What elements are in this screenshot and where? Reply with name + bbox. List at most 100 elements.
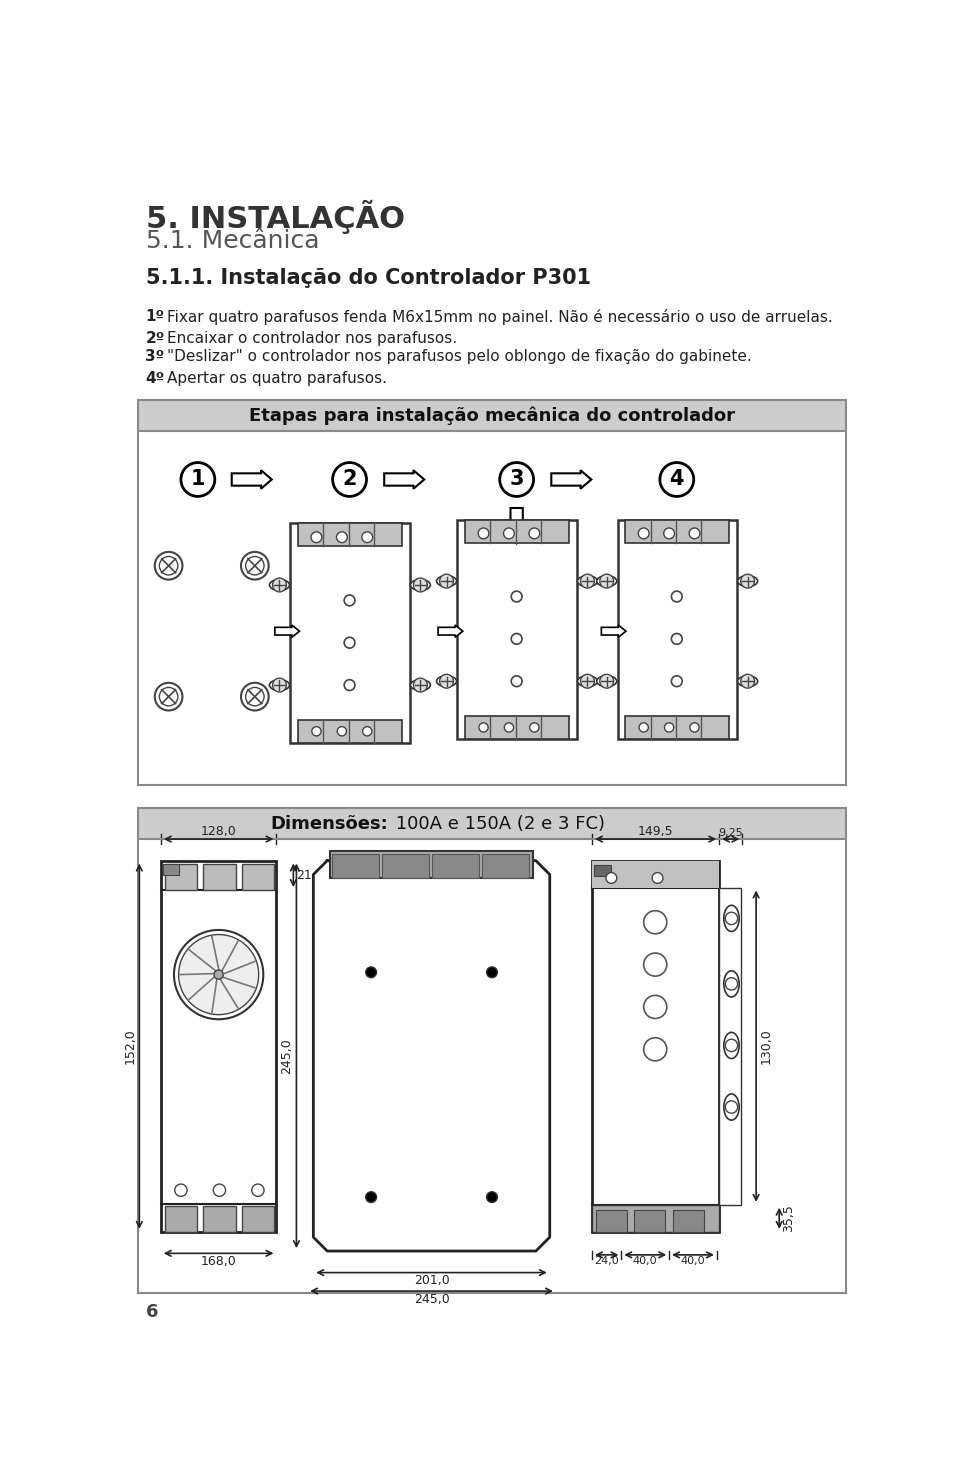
Text: 1º: 1º: [146, 310, 164, 324]
Ellipse shape: [578, 576, 597, 587]
Text: 245,0: 245,0: [414, 1293, 449, 1306]
Bar: [138, 808, 846, 839]
Bar: [592, 1204, 719, 1232]
Circle shape: [644, 995, 667, 1019]
Circle shape: [363, 727, 372, 736]
Circle shape: [512, 677, 522, 687]
Circle shape: [512, 591, 522, 601]
Bar: [165, 864, 197, 890]
Text: 40,0: 40,0: [681, 1256, 706, 1266]
Circle shape: [741, 674, 755, 688]
Circle shape: [690, 722, 699, 733]
Circle shape: [671, 591, 683, 601]
Ellipse shape: [437, 677, 457, 687]
Circle shape: [246, 557, 264, 575]
Circle shape: [344, 637, 355, 649]
Circle shape: [337, 727, 347, 736]
Circle shape: [414, 678, 427, 691]
Text: 4º: 4º: [146, 371, 165, 386]
Text: 152,0: 152,0: [123, 1029, 136, 1064]
Circle shape: [638, 528, 649, 539]
FancyArrow shape: [384, 470, 424, 489]
Text: 5.1. Mecânica: 5.1. Mecânica: [146, 230, 319, 254]
Bar: [592, 861, 719, 887]
Text: 4: 4: [669, 470, 684, 489]
Bar: [332, 855, 379, 877]
Bar: [673, 1210, 704, 1232]
Circle shape: [741, 575, 755, 588]
Ellipse shape: [270, 680, 290, 690]
Polygon shape: [313, 861, 550, 1251]
Circle shape: [671, 634, 683, 644]
Circle shape: [581, 575, 594, 588]
Text: 168,0: 168,0: [201, 1254, 236, 1268]
Bar: [242, 1206, 275, 1232]
Bar: [596, 1210, 627, 1232]
Circle shape: [246, 687, 264, 706]
Bar: [457, 519, 577, 738]
FancyArrow shape: [601, 625, 626, 637]
Ellipse shape: [737, 576, 757, 587]
Circle shape: [273, 678, 286, 691]
Text: 3º: 3º: [146, 349, 165, 364]
Text: 9,25: 9,25: [718, 827, 743, 837]
FancyArrow shape: [231, 470, 272, 489]
Circle shape: [440, 575, 453, 588]
Text: 149,5: 149,5: [637, 824, 673, 837]
Circle shape: [529, 528, 540, 539]
Bar: [242, 864, 275, 890]
Circle shape: [159, 557, 178, 575]
Ellipse shape: [578, 677, 597, 687]
Circle shape: [726, 912, 737, 924]
Circle shape: [726, 977, 737, 991]
Circle shape: [332, 463, 367, 497]
Ellipse shape: [597, 677, 616, 687]
Text: 40,0: 40,0: [633, 1256, 658, 1266]
Text: 6: 6: [146, 1303, 158, 1321]
Circle shape: [581, 674, 594, 688]
Text: 245,0: 245,0: [280, 1038, 294, 1073]
Circle shape: [336, 532, 348, 542]
Bar: [163, 864, 179, 874]
Bar: [298, 523, 402, 547]
Bar: [330, 852, 533, 877]
Circle shape: [362, 532, 372, 542]
Circle shape: [175, 1184, 187, 1197]
Text: 130,0: 130,0: [759, 1029, 772, 1064]
Circle shape: [512, 634, 522, 644]
Text: 2º: 2º: [146, 330, 165, 346]
Bar: [635, 1210, 665, 1232]
Circle shape: [174, 930, 263, 1019]
Circle shape: [214, 970, 224, 979]
Circle shape: [600, 674, 613, 688]
Circle shape: [241, 682, 269, 710]
Circle shape: [180, 463, 215, 497]
Circle shape: [487, 1192, 497, 1203]
Text: Encaixar o controlador nos parafusos.: Encaixar o controlador nos parafusos.: [167, 330, 457, 346]
Circle shape: [479, 722, 488, 733]
Circle shape: [644, 954, 667, 976]
Text: 1: 1: [191, 470, 205, 489]
Bar: [625, 716, 730, 738]
Circle shape: [311, 532, 322, 542]
Bar: [592, 861, 719, 1232]
Bar: [138, 430, 846, 786]
Bar: [482, 855, 529, 877]
Text: Fixar quatro parafusos fenda M6x15mm no painel. Não é necessário o uso de arruel: Fixar quatro parafusos fenda M6x15mm no …: [167, 310, 833, 326]
Circle shape: [652, 873, 663, 883]
Bar: [465, 716, 569, 738]
Circle shape: [726, 1039, 737, 1051]
Text: 2: 2: [343, 470, 357, 489]
Circle shape: [155, 682, 182, 710]
Circle shape: [487, 967, 497, 977]
Ellipse shape: [270, 579, 290, 591]
Circle shape: [273, 578, 286, 593]
Circle shape: [213, 1184, 226, 1197]
Circle shape: [504, 722, 514, 733]
Circle shape: [478, 528, 489, 539]
Text: Apertar os quatro parafusos.: Apertar os quatro parafusos.: [167, 371, 387, 386]
Text: 128,0: 128,0: [201, 824, 236, 837]
Circle shape: [644, 911, 667, 935]
Ellipse shape: [737, 677, 757, 687]
Circle shape: [689, 528, 700, 539]
